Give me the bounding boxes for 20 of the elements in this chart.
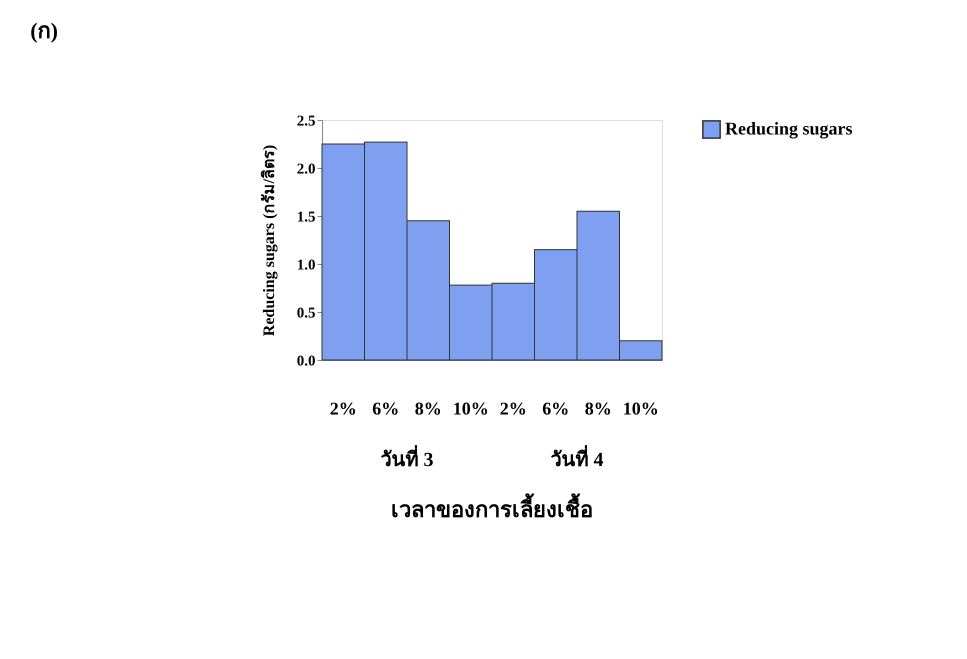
text: (ก)	[30, 18, 58, 43]
y-tick-label: 2.5	[296, 114, 316, 130]
y-tick-label: 2.0	[296, 162, 316, 178]
text: วันที่ 4	[550, 444, 604, 471]
x-tick-label: 8%	[414, 398, 442, 418]
x-tick-label: 8%	[584, 398, 612, 418]
x-tick-label: 10%	[622, 398, 659, 418]
x-tick-label: 2%	[330, 398, 357, 418]
legend-label: Reducing sugars	[725, 118, 853, 138]
x-tick-label: 6%	[542, 398, 570, 418]
y-tick-label: 0.5	[296, 306, 316, 322]
x-tick-label: 10%	[452, 398, 489, 418]
text: วันที่ 3	[380, 444, 434, 471]
y-tick-label: 1.0	[296, 258, 316, 274]
y-axis-title: Reducing sugars (กรัม/ลิตร)	[260, 144, 278, 336]
y-tick-label: 1.5	[296, 210, 316, 226]
x-tick-label: 2%	[500, 398, 527, 418]
x-axis-title: เวลาของการเลี้ยงเชื้อ	[391, 493, 593, 522]
y-tick-label: 0.0	[296, 354, 316, 370]
x-tick-label: 6%	[372, 398, 400, 418]
